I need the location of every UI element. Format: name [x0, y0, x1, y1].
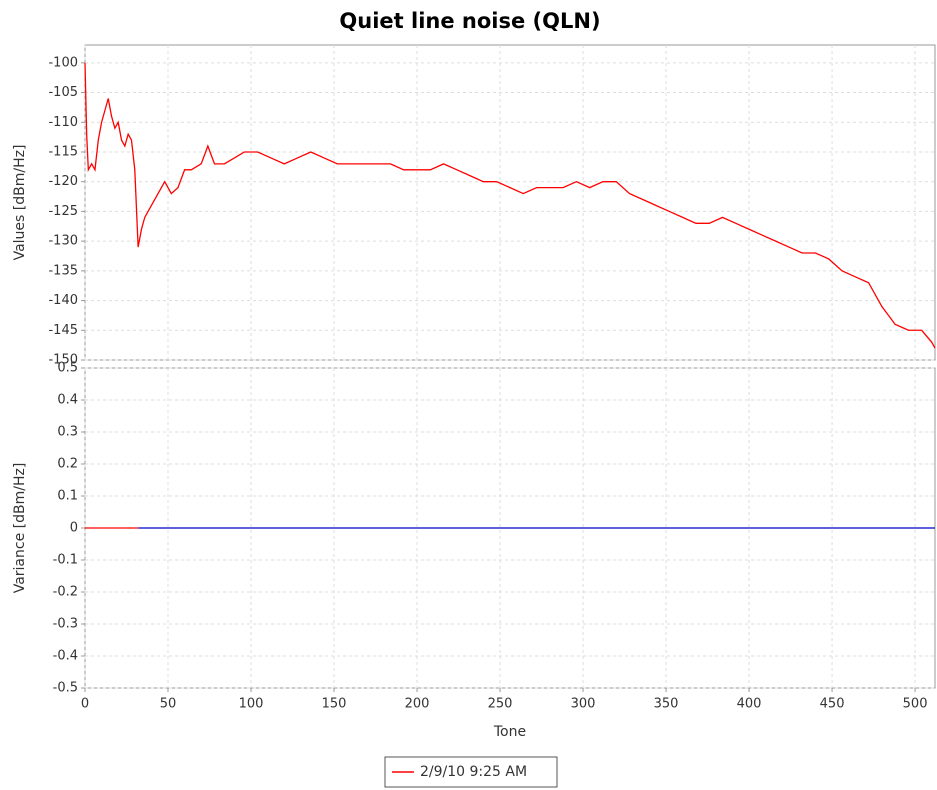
y-tick-label: 0.5 [57, 361, 78, 376]
y-tick-label: -0.4 [53, 649, 78, 664]
y-tick-label: 0.4 [57, 393, 78, 408]
y-tick-label: 0 [70, 521, 78, 536]
y-tick-label: -0.3 [53, 617, 78, 632]
x-tick-label: 450 [820, 697, 845, 712]
y-tick-label: -145 [48, 323, 78, 338]
x-tick-label: 200 [405, 697, 430, 712]
x-tick-label: 500 [903, 697, 928, 712]
x-tick-label: 50 [160, 697, 177, 712]
x-axis-label: Tone [493, 724, 526, 740]
x-tick-label: 150 [322, 697, 347, 712]
y-tick-label: -110 [48, 115, 78, 130]
y-tick-label: 0.1 [57, 489, 78, 504]
y-tick-label: -120 [48, 174, 78, 189]
y-tick-label: -100 [48, 55, 78, 70]
y-tick-label: -140 [48, 293, 78, 308]
y-tick-label: -0.2 [53, 585, 78, 600]
y-tick-label: 0.3 [57, 425, 78, 440]
y-axis-label: Values [dBm/Hz] [12, 145, 28, 261]
y-tick-label: -125 [48, 204, 78, 219]
y-tick-label: -105 [48, 85, 78, 100]
y-tick-label: -115 [48, 144, 78, 159]
x-tick-label: 250 [488, 697, 513, 712]
x-tick-label: 350 [654, 697, 679, 712]
x-tick-label: 400 [737, 697, 762, 712]
y-tick-label: -0.5 [53, 681, 78, 696]
x-tick-label: 300 [571, 697, 596, 712]
x-tick-label: 100 [239, 697, 264, 712]
y-axis-label: Variance [dBm/Hz] [12, 463, 28, 594]
y-tick-label: -130 [48, 234, 78, 249]
x-tick-label: 0 [81, 697, 89, 712]
y-tick-label: 0.2 [57, 457, 78, 472]
data-line [84, 62, 936, 349]
legend-label: 2/9/10 9:25 AM [420, 764, 527, 780]
y-tick-label: -0.1 [53, 553, 78, 568]
y-tick-label: -150 [48, 353, 78, 368]
y-tick-label: -135 [48, 263, 78, 278]
plot-area [84, 44, 936, 361]
chart-title: Quiet line noise (QLN) [339, 9, 600, 33]
